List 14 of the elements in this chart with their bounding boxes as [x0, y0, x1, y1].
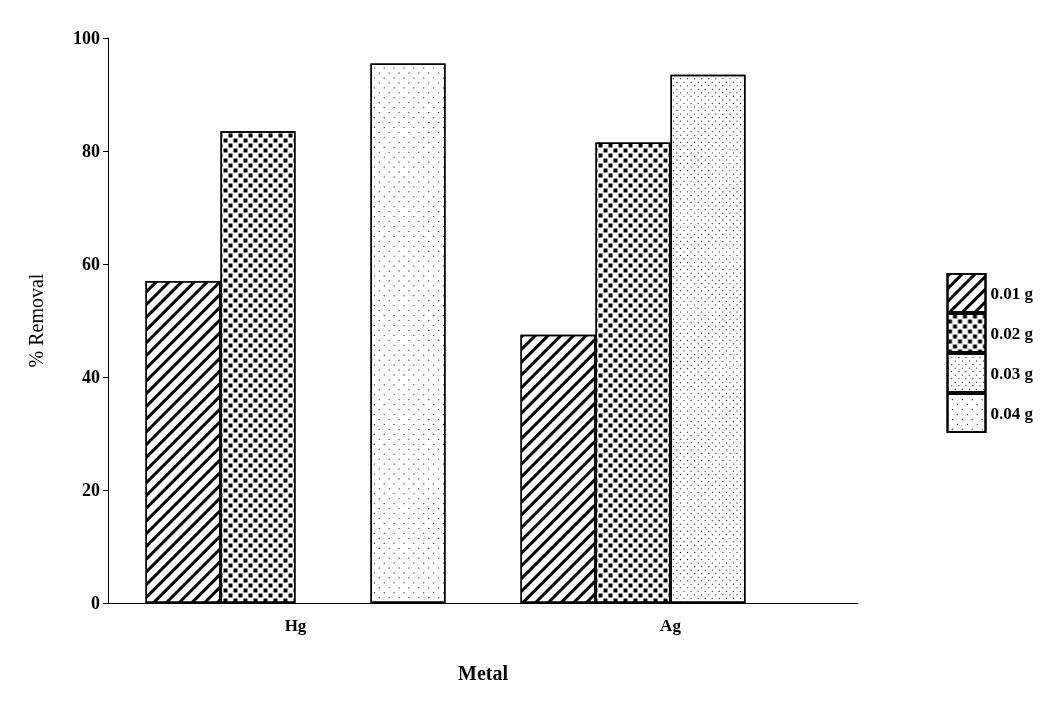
legend-label: 0.02 g — [990, 323, 1034, 343]
y-axis-title: % Removal — [25, 273, 47, 368]
x-axis-title: Metal — [458, 662, 509, 684]
y-tick-label: 0 — [91, 593, 100, 613]
legend-label: 0.03 g — [990, 363, 1034, 383]
x-tick-label: Ag — [660, 616, 682, 635]
x-tick-label: Hg — [284, 616, 307, 635]
legend-label: 0.04 g — [990, 403, 1034, 423]
y-tick-label: 60 — [82, 254, 100, 274]
y-tick-label: 20 — [82, 480, 100, 500]
y-tick-label: 80 — [82, 141, 100, 161]
y-tick-label: 100 — [73, 28, 100, 48]
legend-label: 0.01 g — [990, 283, 1034, 303]
y-tick-label: 40 — [82, 367, 100, 387]
